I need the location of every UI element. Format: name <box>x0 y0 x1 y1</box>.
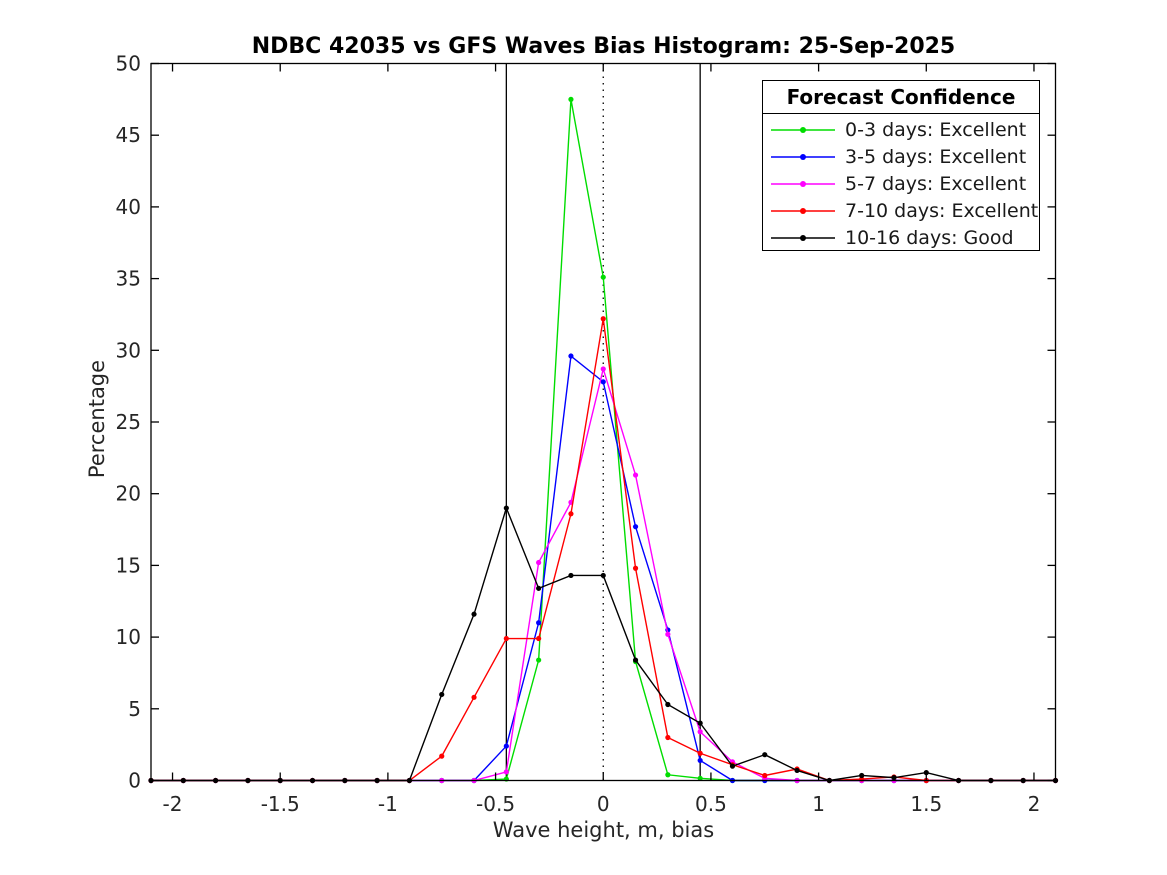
legend-entry: 10-16 days: Good <box>763 224 1039 251</box>
legend-line-sample <box>771 234 835 241</box>
y-tick-label: 15 <box>116 553 141 577</box>
data-point-marker <box>632 657 639 663</box>
series-line <box>151 318 1056 782</box>
legend-sample-marker <box>800 207 806 214</box>
x-tick-label: 2 <box>1028 792 1041 816</box>
y-tick-label: 25 <box>116 410 141 434</box>
chart-title: NDBC 42035 vs GFS Waves Bias Histogram: … <box>251 34 956 59</box>
series-7-10 <box>148 316 1059 784</box>
data-point-marker <box>568 353 574 359</box>
y-tick-label: 0 <box>128 769 141 793</box>
legend-line-sample <box>771 180 835 187</box>
y-tick-label: 40 <box>116 195 141 219</box>
x-tick-label: 0 <box>597 792 610 816</box>
legend-sample-marker <box>800 234 806 241</box>
series-10-16 <box>148 505 1059 784</box>
data-point-marker <box>439 691 445 698</box>
legend-entry-label: 10-16 days: Good <box>845 226 1014 249</box>
data-point-marker <box>536 620 542 626</box>
x-axis-ticks: -2 -1.5 -1 -0.5 0 0.5 1 1.5 2 <box>163 63 1041 816</box>
legend-entry-label: 3-5 days: Excellent <box>845 145 1027 168</box>
y-tick-label: 5 <box>128 697 141 721</box>
legend-entry: 0-3 days: Excellent <box>763 116 1039 143</box>
data-point-marker <box>891 775 897 781</box>
data-point-marker <box>762 772 768 779</box>
data-point-marker <box>632 565 639 571</box>
data-point-marker <box>729 763 736 769</box>
legend-entry: 3-5 days: Excellent <box>763 143 1039 170</box>
legend-title: Forecast Confidence <box>763 81 1039 114</box>
data-point-marker <box>600 274 606 280</box>
x-tick-label: -1.5 <box>261 792 300 816</box>
data-point-marker <box>439 753 445 759</box>
data-point-marker <box>568 96 574 102</box>
data-point-marker <box>665 772 671 778</box>
data-point-marker <box>600 366 606 372</box>
data-point-marker <box>632 524 639 530</box>
y-axis-ticks: 0 5 10 15 20 25 30 35 40 45 50 <box>116 52 1056 793</box>
y-tick-label: 45 <box>116 123 141 147</box>
legend-body: 0-3 days: Excellent 3-5 days: Excellent 5-… <box>763 114 1039 251</box>
x-tick-label: -2 <box>163 792 183 816</box>
legend-entry-label: 0-3 days: Excellent <box>845 118 1027 141</box>
data-point-marker <box>503 743 509 749</box>
data-point-marker <box>600 379 606 385</box>
y-axis-label: Percentage <box>85 359 109 479</box>
data-point-marker <box>697 720 703 726</box>
data-point-marker <box>600 572 606 579</box>
data-point-marker <box>600 316 606 322</box>
data-point-marker <box>794 767 800 774</box>
y-tick-label: 50 <box>116 52 141 76</box>
data-point-marker <box>859 772 865 779</box>
data-point-marker <box>568 511 574 517</box>
y-tick-label: 20 <box>116 482 141 506</box>
data-point-marker <box>536 559 542 566</box>
data-point-marker <box>665 701 671 708</box>
series-3-5 <box>148 353 1059 784</box>
x-tick-label: 1.5 <box>910 792 942 816</box>
data-point-marker <box>568 572 574 579</box>
legend-sample-marker <box>800 153 806 160</box>
series-line <box>151 354 1056 782</box>
y-tick-label: 10 <box>116 625 141 649</box>
data-point-marker <box>632 472 639 478</box>
data-point-marker <box>471 611 477 617</box>
data-point-marker <box>536 657 542 663</box>
x-tick-label: -0.5 <box>476 792 515 816</box>
data-point-marker <box>697 750 703 756</box>
data-point-marker <box>536 635 542 642</box>
data-point-marker <box>762 752 768 758</box>
legend-entry: 5-7 days: Excellent <box>763 170 1039 197</box>
data-point-marker <box>697 775 703 781</box>
legend-line-sample <box>771 207 835 214</box>
legend-entry-label: 7-10 days: Excellent <box>845 199 1039 222</box>
data-point-marker <box>503 505 509 511</box>
y-tick-label: 30 <box>116 338 141 362</box>
legend-entry-label: 5-7 days: Excellent <box>845 172 1027 195</box>
data-point-marker <box>665 734 671 741</box>
y-tick-label: 35 <box>116 267 141 291</box>
data-point-marker <box>471 694 477 700</box>
data-point-marker <box>503 769 509 775</box>
x-tick-label: 0.5 <box>695 792 727 816</box>
legend-line-sample <box>771 126 835 133</box>
x-tick-label: -1 <box>378 792 398 816</box>
data-point-marker <box>503 635 509 642</box>
x-tick-label: 1 <box>812 792 825 816</box>
x-axis-label: Wave height, m, bias <box>492 818 715 842</box>
legend-line-sample <box>771 153 835 160</box>
legend-entry: 7-10 days: Excellent <box>763 197 1039 224</box>
legend-sample-marker <box>800 180 806 187</box>
data-point-marker <box>697 729 703 735</box>
data-point-marker <box>665 631 671 637</box>
legend-sample-marker <box>800 126 806 133</box>
data-point-marker <box>697 757 703 764</box>
legend: Forecast Confidence 0-3 days: Excellent 3… <box>762 80 1040 251</box>
data-point-marker <box>536 585 542 591</box>
